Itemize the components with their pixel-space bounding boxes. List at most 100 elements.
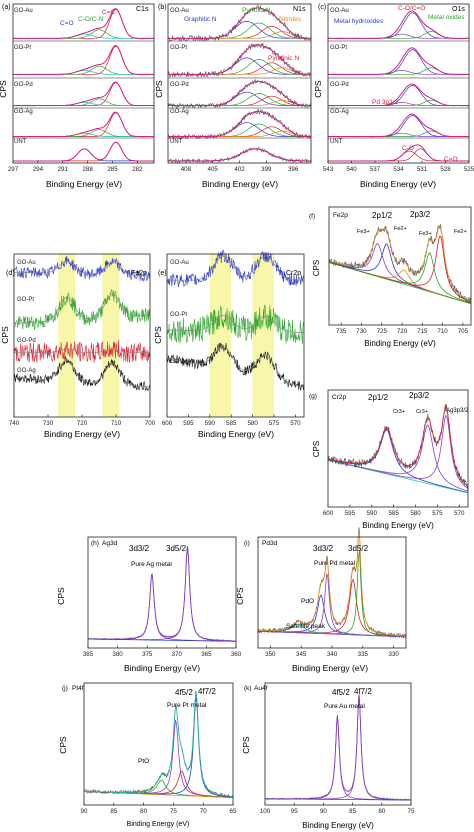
panel-c-stack-4: GO-Ag bbox=[330, 109, 349, 115]
xtick-label: 335 bbox=[358, 651, 369, 658]
fit-envelope bbox=[13, 45, 154, 75]
panel-e: (e) Cr2p GO-Au GO-Pt GO-Ag 600 595 590 585 5… bbox=[153, 249, 305, 439]
fit-envelope bbox=[328, 113, 469, 138]
panel-i-xlabel: Binding Energy (eV) bbox=[292, 663, 368, 673]
panel-f-annot-fe3b: Fe3+ bbox=[419, 231, 432, 237]
panel-c-annot-c-o: C-O bbox=[402, 145, 414, 152]
panel-d: (d) Fe2p GO-Au GO-Pt GO-Pd GO-Ag 740 730 7… bbox=[0, 253, 156, 439]
xtick-label: 590 bbox=[367, 510, 378, 517]
xtick-label: 370 bbox=[172, 651, 183, 658]
panel-a-xlabel: Binding Energy (eV) bbox=[46, 179, 122, 189]
panel-h-label: (h) bbox=[91, 540, 99, 547]
panel-g-annot-2p12: 2p1/2 bbox=[368, 393, 389, 402]
panel-a-plot bbox=[12, 8, 155, 162]
panel-f-element: Fe2p bbox=[333, 212, 348, 219]
panel-b-label: (b) bbox=[158, 4, 167, 11]
panel-h-plot bbox=[87, 545, 237, 643]
panel-k-plot bbox=[264, 694, 412, 801]
panel-e-stack-3: GO-Ag bbox=[170, 359, 189, 365]
panel-d-stack-2: GO-Pt bbox=[17, 297, 34, 303]
panel-g-xticks: 600 595 590 585 580 575 570 bbox=[323, 504, 465, 517]
smoothed-go-pd bbox=[14, 348, 150, 354]
spectrum-go-pd bbox=[13, 340, 151, 363]
xtick-label: 85 bbox=[110, 808, 117, 815]
component-peak bbox=[83, 770, 234, 798]
panel-h-ylabel: CPS bbox=[56, 587, 66, 605]
fit-envelope bbox=[264, 694, 411, 801]
panel-j-element: Pt4f bbox=[72, 685, 84, 692]
panel-h-xlabel: Binding Energy (eV) bbox=[124, 663, 200, 673]
xtick-label: 595 bbox=[183, 420, 194, 427]
smoothed-go-au bbox=[14, 260, 150, 277]
xtick-label: 90 bbox=[320, 808, 327, 815]
panel-e-ylabel: CPS bbox=[153, 326, 163, 344]
xtick-label: 705 bbox=[458, 328, 469, 335]
panel-a-annot-co: C=O bbox=[60, 20, 74, 27]
panel-a-label: (a) bbox=[2, 4, 11, 11]
panel-f-label: (f) bbox=[309, 213, 315, 220]
panel-i-label: (i) bbox=[244, 540, 250, 547]
xtick-label: 740 bbox=[9, 420, 20, 427]
xtick-label: 345 bbox=[296, 651, 307, 658]
xtick-label: 540 bbox=[346, 166, 357, 173]
panel-d-xticks: 740 730 720 710 700 bbox=[9, 414, 156, 427]
panel-c-ylabel: CPS bbox=[313, 80, 323, 98]
panel-c-element: O1s bbox=[452, 6, 465, 13]
panel-a-ylabel: CPS bbox=[0, 80, 8, 98]
fit-envelope bbox=[13, 8, 154, 39]
xtick-label: 80 bbox=[378, 808, 385, 815]
panel-a-element: C1s bbox=[136, 6, 149, 13]
panel-f: (f) Fe2p 2p1/2 2p3/2 Fe3+ Fe2+ Fe3+ Fe2+… bbox=[309, 206, 472, 348]
panel-g-frame bbox=[327, 389, 469, 508]
xtick-label: 100 bbox=[260, 808, 271, 815]
panel-h-element: Ag3d bbox=[102, 540, 118, 547]
panel-e-element: Cr2p bbox=[286, 270, 301, 277]
xtick-label: 297 bbox=[8, 166, 19, 173]
panel-f-ylabel: CPS bbox=[312, 260, 321, 276]
panel-c-annot-coco: C-O/C=O bbox=[398, 5, 425, 12]
panel-h-xticks: 385 380 375 370 365 360 bbox=[83, 645, 242, 658]
panel-b-stack-5: UNT bbox=[170, 139, 183, 145]
panel-j-plot bbox=[83, 690, 234, 799]
panel-h-annot-3d32: 3d3/2 bbox=[129, 544, 150, 553]
panel-j-frame bbox=[83, 682, 234, 806]
panel-i-xticks: 350 345 340 335 330 bbox=[265, 645, 399, 658]
xtick-label: 590 bbox=[205, 420, 216, 427]
xtick-label: 570 bbox=[454, 510, 465, 517]
smoothed-go-ag bbox=[13, 359, 151, 388]
highlight-band bbox=[58, 254, 76, 417]
panel-d-xlabel: Binding Energy (eV) bbox=[44, 429, 120, 439]
panel-b-annot-pyridinic: Pyridinic N bbox=[268, 55, 299, 62]
xtick-label: 595 bbox=[345, 510, 356, 517]
panel-b: (b) N1s GO-Au GO-Pt GO-Pd GO-Ag UNT Grap… bbox=[154, 3, 312, 189]
highlight-band bbox=[252, 254, 275, 417]
component-peak bbox=[13, 148, 154, 162]
panel-c-stack-1: GO-Au bbox=[330, 8, 349, 14]
xtick-label: 85 bbox=[349, 808, 356, 815]
panel-e-plot bbox=[166, 249, 305, 417]
xtick-label: 600 bbox=[162, 420, 173, 427]
xtick-label: 405 bbox=[208, 166, 219, 173]
xtick-label: 715 bbox=[417, 328, 428, 335]
panel-g-plot bbox=[327, 403, 469, 494]
xtick-label: 288 bbox=[82, 166, 93, 173]
panel-f-annot-2p12: 2p1/2 bbox=[372, 211, 393, 220]
panel-a-stack-1: GO-Au bbox=[14, 8, 33, 14]
panel-c: (c) O1s GO-Au GO-Pt GO-Pd GO-Ag UNT C-O/… bbox=[313, 3, 474, 189]
panel-a-stack-2: GO-Pt bbox=[14, 45, 31, 51]
panel-f-xticks: 735 730 725 720 715 710 705 bbox=[336, 322, 469, 335]
panel-i-annot-satellite: Satellite peak bbox=[286, 623, 326, 630]
panel-d-frame bbox=[13, 253, 151, 418]
panel-j-label: (j) bbox=[62, 685, 68, 692]
highlight-band bbox=[102, 254, 120, 417]
panel-b-xticks: 408 405 402 399 396 bbox=[181, 160, 299, 173]
panel-a-stack-4: GO-Ag bbox=[14, 109, 33, 115]
xtick-label: 730 bbox=[43, 420, 54, 427]
fit-envelope bbox=[328, 83, 469, 107]
panel-k-annot-4f52: 4f5/2 bbox=[332, 688, 350, 697]
panel-j-xlabel: Binding Energy (eV) bbox=[127, 821, 190, 828]
background bbox=[328, 262, 472, 305]
panel-k-element: Au4f bbox=[254, 685, 268, 692]
xtick-label: 360 bbox=[231, 651, 242, 658]
panel-c-annot-c-eq-o: C=O bbox=[444, 156, 458, 163]
